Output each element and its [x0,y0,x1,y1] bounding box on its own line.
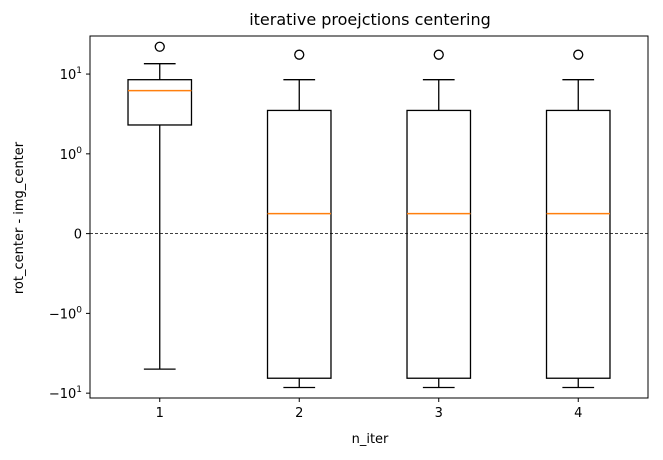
box-4 [545,109,611,379]
box-2 [266,109,332,379]
chart-title: iterative proejctions centering [249,10,491,29]
x-tick-label-4: 4 [574,406,582,421]
y-tick-label-4: −101 [49,385,82,402]
x-tick-label-2: 2 [295,406,303,421]
axes-frame [89,35,649,399]
box-3 [406,109,472,379]
outlier-4-0 [573,49,584,60]
y-tick-label-3: −100 [49,305,82,322]
y-tick-label-2: 0 [74,228,82,243]
y-tick-label-1: 100 [60,146,83,163]
outlier-1-0 [154,41,165,52]
y-tick-label-0: 101 [60,66,82,83]
outlier-2-0 [294,49,305,60]
x-tick-label-1: 1 [156,406,164,421]
y-axis-label: rot_center - img_center [12,141,27,294]
plot-area: 1 2 3 4 101 100 0 −100 −101 [49,35,649,421]
box-1 [127,79,193,126]
outlier-3-0 [433,49,444,60]
x-tick-label-3: 3 [435,406,443,421]
x-axis-label: n_iter [352,432,389,447]
